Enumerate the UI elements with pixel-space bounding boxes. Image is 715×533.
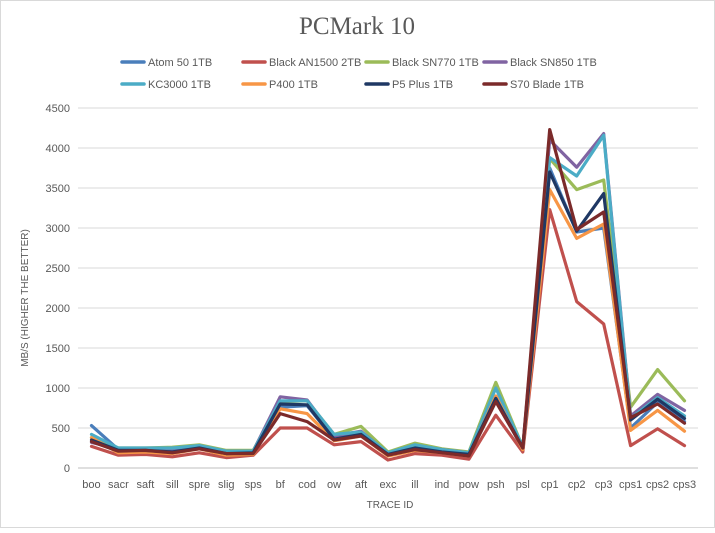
legend: Atom 50 1TB Black AN1500 2TB Black SN770 1… — [120, 57, 597, 91]
legend-label: P5 Plus 1TB — [392, 79, 453, 91]
x-axis-ticks: boo sacr saft sill spre slig sps bf cod ow aft exc i… — [82, 479, 696, 491]
x-tick-label: cp1 — [541, 479, 559, 491]
legend-item: Black AN1500 2TB — [241, 57, 361, 69]
y-tick-label: 0 — [64, 463, 70, 475]
legend-item: Black SN770 1TB — [364, 57, 479, 69]
x-tick-label: slig — [218, 479, 235, 491]
y-tick-label: 1000 — [46, 383, 70, 395]
x-tick-label: boo — [82, 479, 100, 491]
x-tick-label: psh — [487, 479, 505, 491]
y-tick-label: 3500 — [46, 183, 70, 195]
x-tick-label: cps1 — [619, 479, 642, 491]
x-tick-label: exc — [379, 479, 397, 491]
legend-item: KC3000 1TB — [120, 79, 211, 91]
legend-label: Black AN1500 2TB — [269, 57, 361, 69]
y-axis-label: MB/S (HIGHER THE BETTER) — [20, 229, 31, 367]
y-tick-label: 4000 — [46, 143, 70, 155]
x-tick-label: cps2 — [646, 479, 669, 491]
x-tick-label: sill — [166, 479, 179, 491]
y-tick-label: 2000 — [46, 303, 70, 315]
y-tick-label: 3000 — [46, 223, 70, 235]
y-tick-label: 500 — [52, 423, 70, 435]
x-tick-label: saft — [137, 479, 155, 491]
x-axis-label: TRACE ID — [367, 500, 414, 511]
x-tick-label: ow — [327, 479, 341, 491]
series-line — [89, 128, 687, 458]
legend-item: Black SN850 1TB — [482, 57, 597, 69]
legend-label: Black SN770 1TB — [392, 57, 479, 69]
x-tick-label: pow — [459, 479, 479, 491]
x-tick-label: ill — [411, 479, 418, 491]
chart-title: PCMark 10 — [299, 13, 415, 40]
legend-item: S70 Blade 1TB — [482, 79, 584, 91]
x-tick-label: aft — [355, 479, 367, 491]
legend-item: Atom 50 1TB — [120, 57, 212, 69]
x-tick-label: bf — [276, 479, 286, 491]
x-tick-label: spre — [189, 479, 210, 491]
legend-item: P400 1TB — [241, 79, 318, 91]
y-axis-ticks: 0 500 1000 1500 2000 2500 3000 3500 4000 4500 — [46, 103, 70, 475]
x-tick-label: sps — [245, 479, 263, 491]
x-tick-label: cp2 — [568, 479, 586, 491]
x-tick-label: sacr — [108, 479, 129, 491]
x-tick-label: cps3 — [673, 479, 696, 491]
y-tick-label: 2500 — [46, 263, 70, 275]
y-tick-label: 4500 — [46, 103, 70, 115]
x-tick-label: ind — [435, 479, 450, 491]
x-tick-label: psl — [516, 479, 530, 491]
legend-label: P400 1TB — [269, 79, 318, 91]
x-tick-label: cod — [298, 479, 316, 491]
legend-item: P5 Plus 1TB — [364, 79, 453, 91]
legend-label: KC3000 1TB — [148, 79, 211, 91]
series-line — [89, 208, 687, 462]
series-lines — [89, 128, 687, 462]
legend-label: Atom 50 1TB — [148, 57, 212, 69]
legend-label: Black SN850 1TB — [510, 57, 597, 69]
x-tick-label: cp3 — [595, 479, 613, 491]
legend-label: S70 Blade 1TB — [510, 79, 584, 91]
y-tick-label: 1500 — [46, 343, 70, 355]
